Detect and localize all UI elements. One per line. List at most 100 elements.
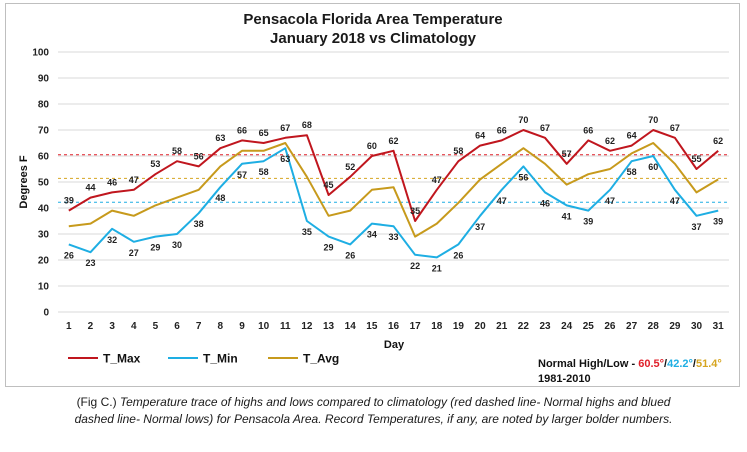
data-label-t-min: 38 — [194, 219, 204, 229]
data-label-t-max: 65 — [259, 128, 269, 138]
data-labels-layer: 39 44 46 47 53 58 56 63 66 65 67 68 45 52 60 62 35 47 58 64… — [64, 115, 723, 273]
data-label-t-min: 26 — [64, 250, 74, 260]
x-tick-label: 10 — [258, 321, 270, 332]
data-label-t-min: 41 — [562, 211, 572, 221]
normals-layer — [58, 154, 729, 203]
data-label-t-max: 67 — [280, 123, 290, 133]
data-label-t-max: 55 — [692, 154, 702, 164]
chart-title: Pensacola Florida Area Temperature — [243, 11, 502, 28]
x-tick-label: 11 — [280, 321, 291, 332]
normals-period: 1981-2010 — [538, 373, 591, 385]
y-tick-label: 40 — [38, 204, 50, 215]
data-label-t-max: 58 — [172, 146, 182, 156]
data-label-t-min: 57 — [237, 170, 247, 180]
data-label-t-min: 48 — [215, 193, 225, 203]
data-label-t-min: 26 — [345, 250, 355, 260]
data-label-t-min: 47 — [605, 196, 615, 206]
normals-sep2: / — [693, 358, 696, 370]
x-tick-label: 25 — [583, 321, 595, 332]
x-axis-title: Day — [384, 339, 405, 351]
grid-layer — [58, 51, 729, 313]
x-tick-label: 26 — [604, 321, 616, 332]
temperature-chart: Pensacola Florida Area Temperature Janua… — [18, 11, 729, 385]
data-label-t-min: 26 — [453, 250, 463, 260]
data-label-t-max: 47 — [432, 175, 442, 185]
x-tick-label: 30 — [691, 321, 703, 332]
data-label-t-min: 27 — [129, 248, 139, 258]
data-label-t-min: 47 — [497, 196, 507, 206]
normals-line: Normal High/Low - 60.5°/42.2°/51.4° — [538, 358, 722, 370]
x-tick-label: 31 — [713, 321, 725, 332]
x-tick-label: 2 — [88, 321, 94, 332]
y-tick-label: 100 — [32, 48, 49, 59]
data-label-t-max: 66 — [237, 125, 247, 135]
x-tick-label: 16 — [388, 321, 400, 332]
caption-text: Temperature trace of highs and lows comp… — [74, 395, 673, 426]
x-tick-label: 5 — [153, 321, 159, 332]
data-label-t-min: 37 — [692, 222, 702, 232]
data-label-t-max: 47 — [129, 175, 139, 185]
data-label-t-min: 30 — [172, 240, 182, 250]
data-label-t-max: 57 — [562, 149, 572, 159]
data-label-t-min: 21 — [432, 263, 442, 273]
data-label-t-max: 67 — [540, 123, 550, 133]
chart-frame: Pensacola Florida Area Temperature Janua… — [5, 3, 740, 387]
x-tick-label: 1 — [66, 321, 72, 332]
data-label-t-max: 53 — [150, 159, 160, 169]
data-label-t-min: 29 — [324, 243, 334, 253]
legend: T_Max T_Min T_Avg — [68, 352, 339, 366]
data-label-t-max: 39 — [64, 196, 74, 206]
data-label-t-min: 34 — [367, 230, 377, 240]
y-tick-label: 10 — [38, 282, 50, 293]
x-tick-label: 3 — [109, 321, 115, 332]
legend-label-t-max: T_Max — [103, 352, 141, 366]
data-label-t-max: 46 — [107, 177, 117, 187]
x-tick-label: 8 — [218, 321, 224, 332]
x-tick-label: 21 — [496, 321, 508, 332]
data-label-t-max: 66 — [583, 125, 593, 135]
y-tick-label: 70 — [38, 126, 50, 137]
x-tick-label: 29 — [669, 321, 681, 332]
normal-high-value: 60.5° — [638, 358, 664, 370]
data-label-t-max: 58 — [453, 146, 463, 156]
x-tick-label: 22 — [518, 321, 530, 332]
x-tick-label: 23 — [539, 321, 551, 332]
data-label-t-min: 39 — [713, 217, 723, 227]
data-label-t-max: 63 — [215, 133, 225, 143]
normals-sep1: / — [664, 358, 667, 370]
x-tick-label: 24 — [561, 321, 573, 332]
data-label-t-min: 47 — [670, 196, 680, 206]
data-label-t-min: 58 — [627, 167, 637, 177]
x-tick-label: 13 — [323, 321, 335, 332]
data-label-t-max: 64 — [475, 131, 485, 141]
data-label-t-max: 56 — [194, 151, 204, 161]
x-tick-label: 17 — [410, 321, 422, 332]
data-label-t-max: 66 — [497, 125, 507, 135]
normals-prefix: Normal High/Low - — [538, 358, 638, 370]
data-label-t-max: 35 — [410, 206, 420, 216]
y-tick-label: 60 — [38, 152, 50, 163]
normal-low-value: 42.2° — [667, 358, 693, 370]
data-label-t-max: 68 — [302, 120, 312, 130]
data-label-t-max: 45 — [324, 180, 334, 190]
data-label-t-max: 60 — [367, 141, 377, 151]
series-layer — [68, 129, 719, 259]
data-label-t-max: 52 — [345, 162, 355, 172]
normal-avg-value: 51.4° — [696, 358, 722, 370]
figure-caption: (Fig C.) Temperature trace of highs and … — [60, 394, 687, 428]
data-label-t-min: 46 — [540, 198, 550, 208]
x-tick-label: 18 — [431, 321, 443, 332]
x-tick-label: 28 — [648, 321, 660, 332]
data-label-t-min: 29 — [150, 243, 160, 253]
x-tick-label: 27 — [626, 321, 638, 332]
y-tick-label: 0 — [43, 308, 49, 319]
data-label-t-max: 44 — [85, 183, 95, 193]
chart-subtitle: January 2018 vs Climatology — [270, 30, 477, 47]
x-tick-label: 6 — [174, 321, 180, 332]
data-label-t-min: 39 — [583, 217, 593, 227]
x-tick-label: 7 — [196, 321, 202, 332]
legend-label-t-avg: T_Avg — [303, 352, 339, 366]
data-label-t-max: 62 — [605, 136, 615, 146]
data-label-t-min: 33 — [388, 232, 398, 242]
data-label-t-min: 32 — [107, 235, 117, 245]
